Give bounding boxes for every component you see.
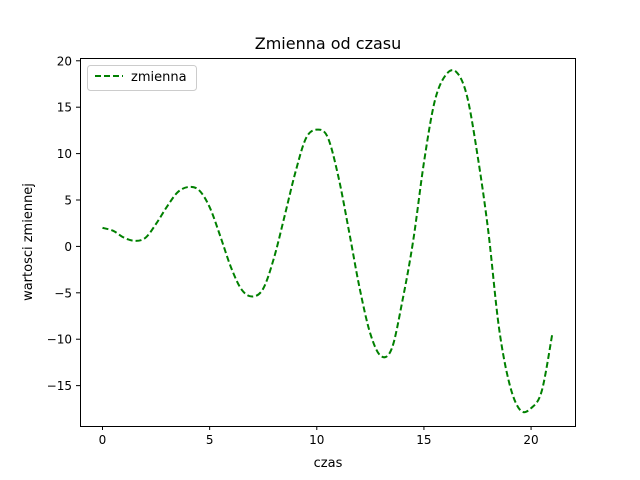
- y-tick-label: 15: [57, 101, 72, 115]
- y-axis-label: wartosci zmiennej: [21, 183, 36, 301]
- x-axis: 0 5 10 15 20: [99, 426, 539, 447]
- y-axis: −15 −10 −5 0 5 10 15 20: [47, 54, 80, 393]
- x-tick-label: 10: [309, 433, 324, 447]
- y-tick-label: −15: [47, 379, 72, 393]
- series-line-zmienna: [102, 69, 554, 414]
- legend: zmienna: [87, 65, 197, 91]
- chart-title: Zmienna od czasu: [255, 34, 402, 53]
- y-tick-label: −10: [47, 333, 72, 347]
- y-tick-label: 20: [57, 54, 72, 68]
- y-tick-label: 10: [57, 147, 72, 161]
- y-tick-label: −5: [54, 286, 72, 300]
- y-tick-label: 5: [64, 194, 72, 208]
- legend-box: [87, 65, 197, 91]
- x-tick-label: 15: [416, 433, 431, 447]
- plot-area: [102, 69, 554, 414]
- x-axis-label: czas: [314, 456, 343, 471]
- x-tick-label: 5: [206, 433, 214, 447]
- legend-entry-zmienna: zmienna: [131, 70, 187, 85]
- axes-frame: [80, 58, 576, 427]
- x-tick-label: 20: [523, 433, 538, 447]
- y-tick-label: 0: [64, 240, 72, 254]
- x-tick-label: 0: [99, 433, 107, 447]
